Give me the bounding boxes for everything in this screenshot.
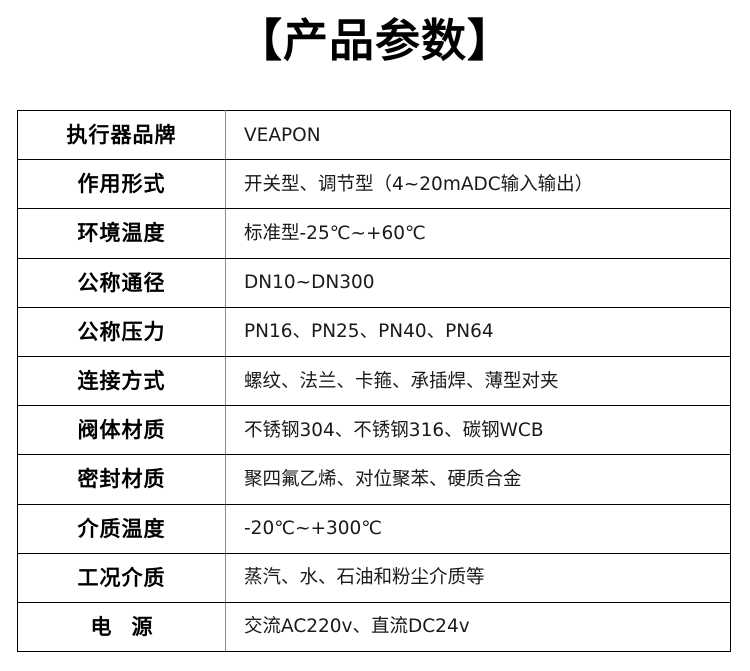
specification-table-body: 执行器品牌 VEAPON 作用形式 开关型、调节型（4~20mADC输入输出） 环境温度… <box>17 109 731 653</box>
spec-value-cell: 开关型、调节型（4~20mADC输入输出） <box>225 159 731 210</box>
spec-label: 介质温度 <box>77 516 166 541</box>
spec-label-cell: 工况介质 <box>17 552 226 603</box>
table-row: 阀体材质 不锈钢304、不锈钢316、碳钢WCB <box>17 405 731 456</box>
table-row: 工况介质 蒸汽、水、石油和粉尘介质等 <box>17 552 731 603</box>
spec-value: DN10~DN300 <box>244 272 375 294</box>
spec-value-cell: VEAPON <box>225 109 731 161</box>
table-row: 电源 交流AC220v、直流DC24v <box>17 601 731 653</box>
table-row: 公称压力 PN16、PN25、PN40、PN64 <box>17 306 731 357</box>
spec-label-cell: 公称通径 <box>17 257 226 308</box>
spec-value-cell: -20℃~+300℃ <box>225 503 731 554</box>
spec-value: 标准型-25℃~+60℃ <box>244 222 426 244</box>
spec-label-cell: 电源 <box>17 601 226 653</box>
spec-value: 开关型、调节型（4~20mADC输入输出） <box>244 173 594 195</box>
spec-value: 螺纹、法兰、卡箍、承插焊、薄型对夹 <box>244 370 559 392</box>
spec-label: 电源 <box>90 614 173 639</box>
spec-label: 阀体材质 <box>77 418 166 443</box>
spec-label: 连接方式 <box>77 369 166 394</box>
page-title-container: 【产品参数】 <box>0 12 750 70</box>
spec-label-cell: 阀体材质 <box>17 405 226 456</box>
spec-value-cell: DN10~DN300 <box>225 257 731 308</box>
table-row: 作用形式 开关型、调节型（4~20mADC输入输出） <box>17 159 731 210</box>
spec-value-cell: 不锈钢304、不锈钢316、碳钢WCB <box>225 405 731 456</box>
spec-label: 执行器品牌 <box>66 123 177 148</box>
spec-value-cell: 交流AC220v、直流DC24v <box>225 601 731 653</box>
table-row: 环境温度 标准型-25℃~+60℃ <box>17 208 731 259</box>
spec-label: 公称压力 <box>77 319 166 344</box>
spec-value-cell: 标准型-25℃~+60℃ <box>225 208 731 259</box>
spec-value-cell: 聚四氟乙烯、对位聚苯、硬质合金 <box>225 454 731 505</box>
spec-value: -20℃~+300℃ <box>244 518 383 540</box>
spec-label-cell: 环境温度 <box>17 208 226 259</box>
spec-label: 密封材质 <box>77 467 166 492</box>
table-row: 密封材质 聚四氟乙烯、对位聚苯、硬质合金 <box>17 454 731 505</box>
table-row: 介质温度 -20℃~+300℃ <box>17 503 731 554</box>
spec-value: 交流AC220v、直流DC24v <box>244 616 470 638</box>
spec-label-cell: 密封材质 <box>17 454 226 505</box>
spec-label-cell: 介质温度 <box>17 503 226 554</box>
spec-label: 环境温度 <box>77 221 166 246</box>
specification-table: 执行器品牌 VEAPON 作用形式 开关型、调节型（4~20mADC输入输出） 环境温度… <box>17 109 731 653</box>
spec-label-cell: 公称压力 <box>17 306 226 357</box>
spec-value: 聚四氟乙烯、对位聚苯、硬质合金 <box>244 468 522 490</box>
spec-value: PN16、PN25、PN40、PN64 <box>244 321 494 343</box>
spec-value-cell: PN16、PN25、PN40、PN64 <box>225 306 731 357</box>
spec-value: VEAPON <box>244 124 321 146</box>
spec-value-cell: 螺纹、法兰、卡箍、承插焊、薄型对夹 <box>225 355 731 407</box>
table-row: 公称通径 DN10~DN300 <box>17 257 731 308</box>
page-title: 【产品参数】 <box>236 14 513 67</box>
spec-label: 工况介质 <box>77 565 166 590</box>
spec-label: 公称通径 <box>77 270 166 295</box>
spec-value-cell: 蒸汽、水、石油和粉尘介质等 <box>225 552 731 603</box>
table-row: 连接方式 螺纹、法兰、卡箍、承插焊、薄型对夹 <box>17 355 731 407</box>
spec-label-cell: 连接方式 <box>17 355 226 407</box>
spec-label-cell: 执行器品牌 <box>17 109 226 161</box>
spec-value: 不锈钢304、不锈钢316、碳钢WCB <box>244 419 544 441</box>
spec-label-cell: 作用形式 <box>17 159 226 210</box>
spec-value: 蒸汽、水、石油和粉尘介质等 <box>244 567 485 589</box>
spec-label: 作用形式 <box>77 172 166 197</box>
table-row: 执行器品牌 VEAPON <box>17 109 731 161</box>
